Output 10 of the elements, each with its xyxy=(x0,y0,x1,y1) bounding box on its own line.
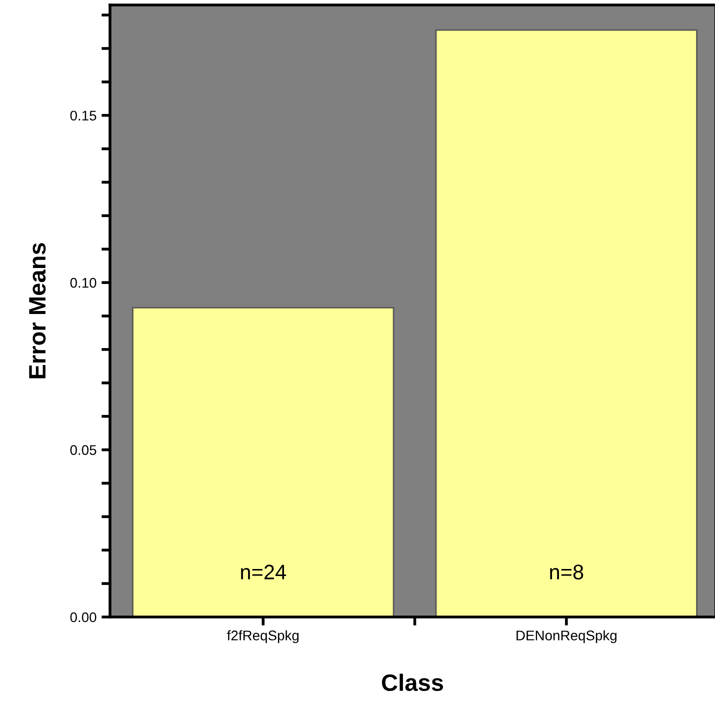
annotation: n=24 xyxy=(241,564,286,580)
annotation: n=8 xyxy=(550,564,584,580)
y-tick-label: 0.10 xyxy=(70,278,96,288)
y-tick-label: 0.05 xyxy=(70,445,96,455)
x-tick-label: f2fReqSpkg xyxy=(227,630,299,644)
y-axis-title: Error Means xyxy=(29,243,46,378)
x-axis-title: Class xyxy=(382,674,444,692)
y-tick-label: 0.00 xyxy=(70,612,96,622)
x-tick-label: DENonReqSpkg xyxy=(516,630,616,644)
y-tick-label: 0.15 xyxy=(70,110,96,121)
